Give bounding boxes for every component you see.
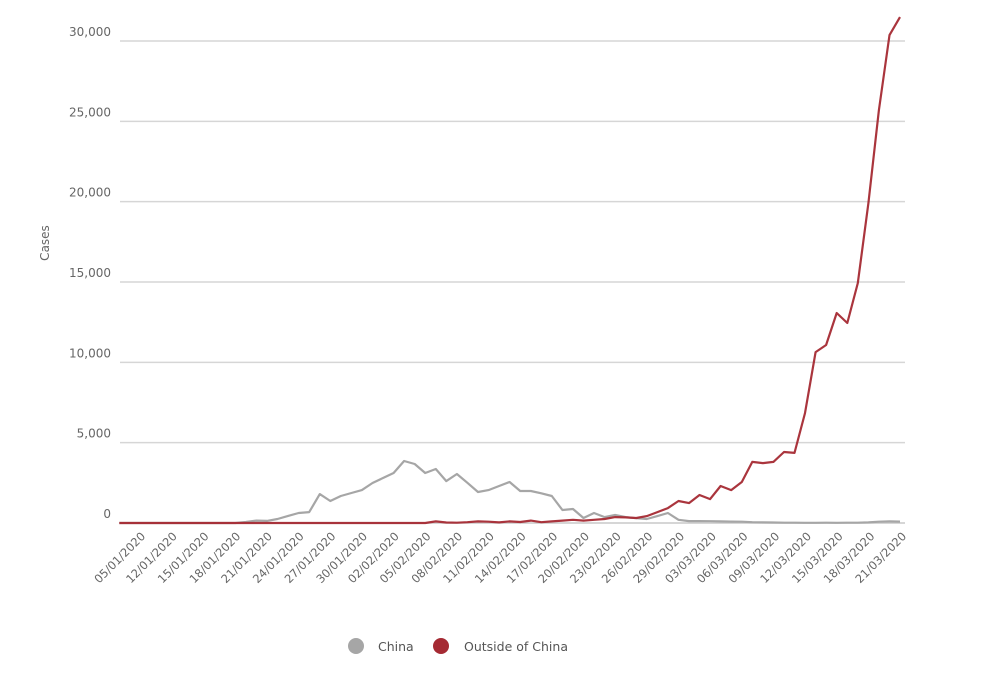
y-tick-label: 0	[103, 507, 111, 521]
y-axis-label: Cases	[38, 225, 52, 261]
y-tick-label: 10,000	[69, 346, 111, 360]
series-lines	[119, 16, 901, 525]
y-tick-label: 25,000	[69, 105, 111, 119]
gridlines	[120, 40, 905, 524]
y-tick-label: 15,000	[69, 266, 111, 280]
series-line-outside-of-china	[119, 16, 901, 525]
y-tick-label: 5,000	[77, 427, 111, 441]
legend-label-china: China	[378, 639, 414, 654]
x-axis-ticks: 05/01/202012/01/202015/01/202018/01/2020…	[91, 529, 909, 586]
y-tick-label: 20,000	[69, 186, 111, 200]
legend-marker-outside-of-china	[433, 638, 449, 654]
y-axis-ticks: 0 5,000 10,000 15,000 20,000 25,000 30,000	[69, 25, 111, 521]
legend-item-outside-of-china[interactable]: Outside of China	[433, 638, 568, 654]
legend-label-outside-of-china: Outside of China	[464, 639, 568, 654]
series-line-china	[119, 459, 901, 525]
y-tick-label: 30,000	[69, 25, 111, 39]
legend-item-china[interactable]: China	[348, 638, 414, 654]
legend: China Outside of China	[348, 638, 568, 654]
legend-marker-china	[348, 638, 364, 654]
